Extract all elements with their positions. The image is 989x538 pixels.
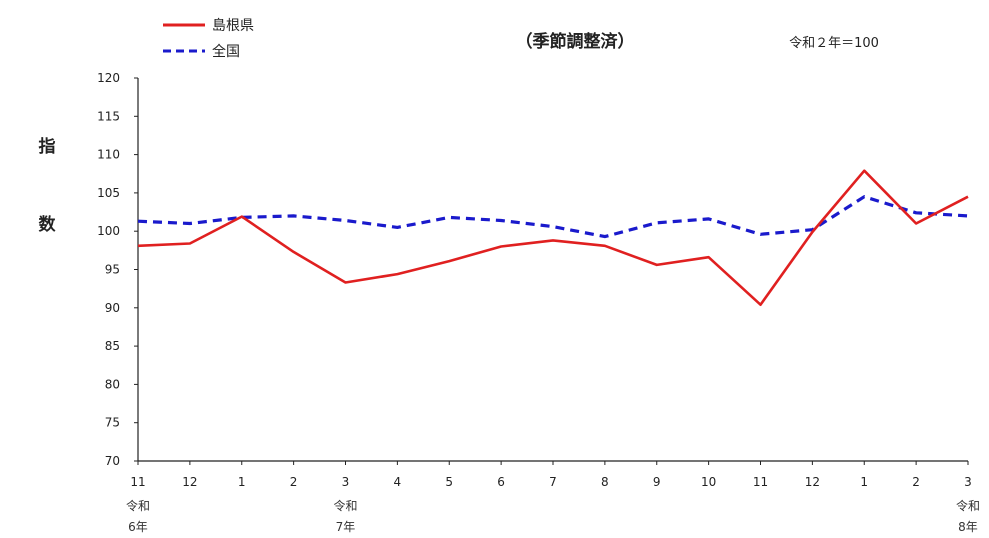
x-tick-label: 12 <box>182 475 197 489</box>
series-line <box>137 169 969 307</box>
y-tick-label: 105 <box>97 186 120 200</box>
series-line <box>137 195 969 239</box>
y-tick-label: 90 <box>105 301 120 315</box>
x-tick-label: 6 <box>497 475 505 489</box>
era-label-line1: 令和 <box>333 498 357 513</box>
x-tick-label: 1 <box>860 475 868 489</box>
axes <box>134 77 969 465</box>
x-tick-label: 10 <box>701 475 716 489</box>
x-tick-label: 3 <box>342 475 350 489</box>
era-label-line1: 令和 <box>126 498 150 513</box>
era-label-line2: 6年 <box>128 520 148 534</box>
x-tick-label: 2 <box>290 475 298 489</box>
era-label-line1: 令和 <box>956 498 980 513</box>
era-labels: 令和 6年 令和 7年 令和 8年 <box>126 498 980 534</box>
y-tick-label: 120 <box>97 71 120 85</box>
y-tick-label: 115 <box>97 109 120 123</box>
era-label-line2: 7年 <box>336 520 356 534</box>
legend-label: 全国 <box>212 43 240 60</box>
x-tick-label: 11 <box>753 475 768 489</box>
x-tick-label: 1 <box>238 475 246 489</box>
y-tick-label: 80 <box>105 377 120 391</box>
y-axis-label: 指数 <box>39 136 57 235</box>
x-tick-label: 5 <box>445 475 453 489</box>
y-axis-label-char: 指 <box>39 136 56 157</box>
x-tick-label: 4 <box>394 475 402 489</box>
legend-label: 島根県 <box>212 18 254 34</box>
x-tick-label: 2 <box>912 475 920 489</box>
chart-note: 令和２年＝100 <box>789 36 879 51</box>
x-tick-label: 3 <box>964 475 972 489</box>
y-tick-label: 110 <box>97 148 120 162</box>
x-tick-label: 8 <box>601 475 609 489</box>
y-tick-label: 85 <box>105 339 120 353</box>
y-tick-label: 75 <box>105 416 120 430</box>
x-tick-label: 11 <box>130 475 145 489</box>
x-tick-label: 7 <box>549 475 557 489</box>
y-axis-label-char: 数 <box>39 214 57 235</box>
x-tick-labels: 11 12 1 2 3 4 5 6 7 8 9 10 11 12 1 2 3 <box>130 475 971 489</box>
y-tick-labels: 70 75 80 85 90 95 100 105 110 115 120 <box>97 71 120 468</box>
era-label-line2: 8年 <box>958 520 978 534</box>
y-tick-label: 100 <box>97 224 120 238</box>
y-tick-label: 95 <box>105 263 120 277</box>
chart-title: （季節調整済） <box>516 31 635 52</box>
y-tick-label: 70 <box>105 454 120 468</box>
x-tick-label: 12 <box>805 475 820 489</box>
series-lines <box>137 169 969 307</box>
x-tick-label: 9 <box>653 475 661 489</box>
